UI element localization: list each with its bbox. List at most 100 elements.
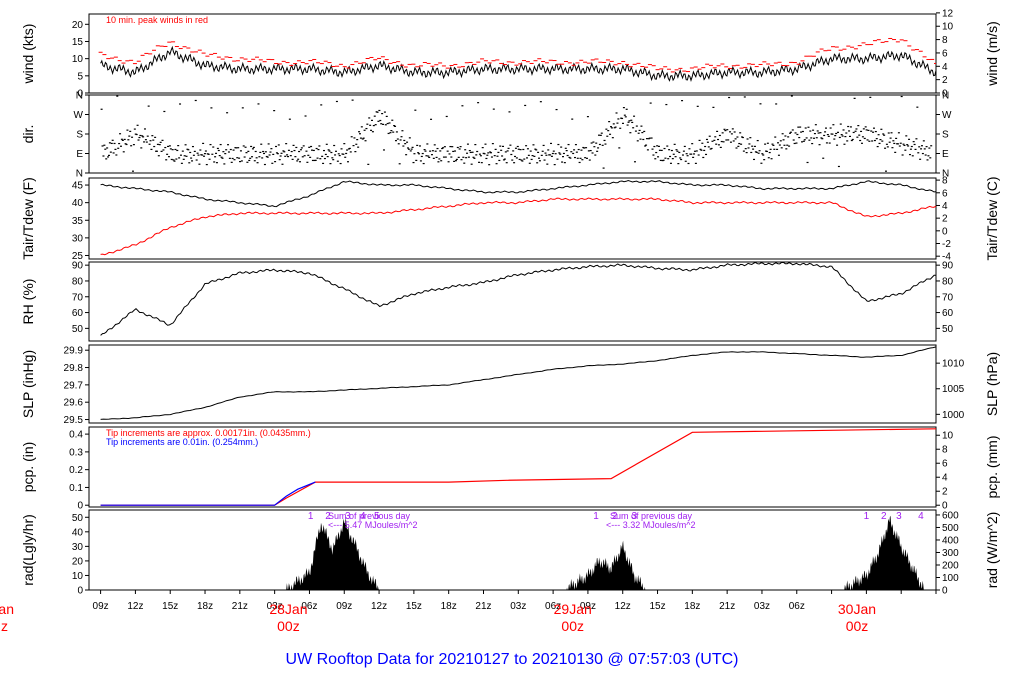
dir-mark: [677, 163, 680, 165]
panel-slp: SLP (inHg) SLP (hPa) 29.5 29.6 29.7 29.8 29.9 1…: [20, 344, 1000, 426]
dir-mark: [850, 139, 853, 142]
dir-mark: [629, 132, 632, 134]
dir-mark: [520, 159, 523, 161]
dir-mark: [801, 141, 804, 143]
dir-mark: [785, 148, 788, 150]
dir-mark: [333, 144, 336, 147]
dir-mark: [550, 142, 553, 145]
dir-mark: [327, 149, 330, 151]
ytick-label-right: -2: [942, 239, 951, 250]
dir-mark: [780, 147, 783, 149]
dir-mark: [374, 124, 377, 126]
dir-mark: [816, 130, 819, 132]
dir-mark: [136, 124, 139, 126]
dir-mark: [634, 130, 637, 132]
dir-mark: [529, 150, 532, 152]
dir-mark: [888, 141, 891, 143]
ytick-label: 10: [72, 54, 84, 65]
dir-mark: [597, 134, 600, 136]
dir-mark: [263, 163, 266, 166]
sun-marker: 1: [864, 511, 870, 522]
dir-mark: [849, 126, 852, 128]
dir-mark: [682, 150, 685, 152]
dir-mark: [875, 138, 878, 140]
dir-mark: [440, 160, 443, 162]
dir-mark: [876, 145, 879, 148]
dir-mark: [512, 150, 515, 152]
dir-mark: [544, 152, 547, 154]
dir-mark: [732, 140, 735, 142]
dir-mark: [589, 149, 592, 152]
ytick-label-right: 0: [942, 501, 948, 512]
dir-mark: [146, 135, 149, 137]
dir-mark: [231, 157, 234, 160]
dir-mark: [879, 139, 882, 141]
dir-mark: [554, 153, 557, 155]
dir-mark: [567, 143, 570, 146]
dir-mark: [500, 149, 503, 151]
xtick-label: 12z: [615, 601, 631, 612]
dir-mark: [175, 158, 178, 160]
dir-mark: [596, 150, 599, 152]
dir-mark: [744, 148, 747, 150]
dir-mark: [398, 163, 401, 165]
dir-mark: [514, 147, 517, 149]
dir-mark: [861, 136, 864, 138]
dir-mark: [495, 163, 498, 165]
dir-mark: [878, 142, 881, 145]
dir-mark: [349, 151, 352, 153]
dir-mark: [908, 153, 911, 156]
dir-mark: [346, 161, 349, 163]
dir-mark: [681, 100, 684, 102]
dir-mark: [391, 119, 394, 121]
dir-mark: [281, 163, 284, 165]
dir-mark: [735, 147, 738, 149]
dir-mark: [303, 155, 306, 157]
dir-mark: [584, 157, 587, 159]
dir-mark: [308, 146, 311, 148]
dir-mark: [693, 150, 696, 152]
dir-mark: [189, 151, 192, 154]
dir-mark: [800, 131, 803, 133]
dir-mark: [719, 146, 722, 149]
dir-mark: [915, 138, 918, 140]
dir-mark: [122, 151, 125, 153]
dir-mark: [201, 154, 204, 156]
dir-mark: [819, 132, 822, 134]
dir-mark: [148, 143, 151, 145]
dir-mark: [275, 152, 278, 154]
dir-mark: [653, 145, 656, 148]
dir-mark: [273, 110, 276, 112]
ytick-label: 29.5: [64, 415, 84, 426]
dir-mark: [174, 148, 177, 151]
dir-mark: [624, 116, 627, 118]
dir-mark: [454, 150, 457, 152]
dir-mark: [798, 136, 801, 139]
dir-mark: [618, 147, 621, 149]
dir-mark: [654, 158, 657, 160]
dir-mark: [274, 161, 277, 163]
dir-mark: [322, 162, 325, 165]
dir-mark: [733, 131, 736, 133]
ytick-label: 0: [77, 586, 83, 597]
dir-mark: [144, 139, 147, 141]
dir-mark: [140, 147, 143, 149]
dir-mark: [591, 152, 594, 154]
dir-mark: [304, 115, 307, 117]
dir-mark: [922, 140, 925, 142]
dir-mark: [577, 148, 580, 151]
ytick-label-right: 4: [942, 62, 948, 73]
dir-mark: [269, 151, 272, 153]
dir-mark: [364, 140, 367, 142]
ytick-label: 40: [72, 198, 84, 209]
ytick-label: 45: [72, 181, 84, 192]
ytick-label-right: 90: [942, 261, 954, 272]
ytick-label-right: 600: [942, 510, 959, 521]
dir-mark: [739, 132, 742, 134]
dir-mark: [508, 111, 511, 113]
ytick-label-right: 500: [942, 523, 959, 534]
dir-mark: [406, 141, 409, 143]
dir-mark: [348, 147, 351, 150]
footer-title: UW Rooftop Data for 20210127 to 20210130…: [286, 651, 739, 668]
dir-mark: [853, 97, 856, 99]
